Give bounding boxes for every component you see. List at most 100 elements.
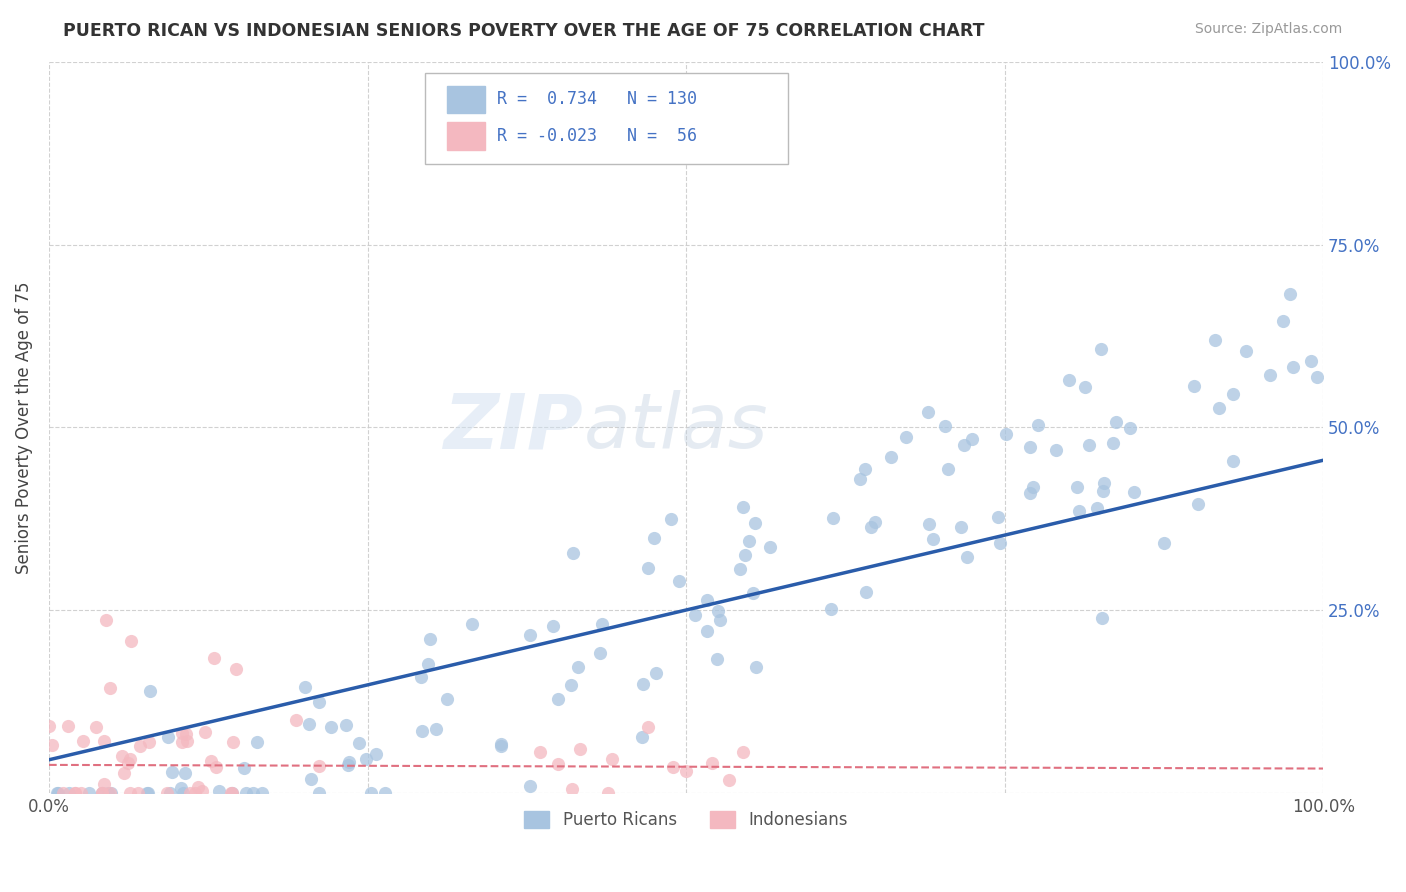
Puerto Ricans (242, 786, 264, 800)
Bar (447, 122, 485, 150)
Puerto Ricans (1187, 497, 1209, 511)
Indonesians (547, 757, 569, 772)
Puerto Ricans (58, 786, 80, 800)
Text: R = -0.023   N =  56: R = -0.023 N = 56 (498, 127, 697, 145)
Indonesians (174, 727, 197, 741)
Puerto Ricans (668, 574, 690, 589)
Indonesians (117, 756, 139, 770)
Indonesians (98, 786, 121, 800)
Puerto Ricans (1066, 480, 1088, 494)
Puerto Ricans (1105, 415, 1128, 429)
Puerto Ricans (1271, 314, 1294, 328)
Puerto Ricans (374, 786, 396, 800)
Puerto Ricans (562, 546, 585, 560)
Text: ZIP: ZIP (444, 391, 583, 465)
Puerto Ricans (321, 719, 343, 733)
Puerto Ricans (1026, 418, 1049, 433)
Puerto Ricans (645, 666, 668, 681)
Puerto Ricans (934, 419, 956, 434)
Puerto Ricans (1022, 480, 1045, 494)
Indonesians (191, 784, 214, 798)
Puerto Ricans (744, 516, 766, 531)
Text: atlas: atlas (583, 391, 769, 465)
Puerto Ricans (659, 512, 682, 526)
Puerto Ricans (335, 718, 357, 732)
Puerto Ricans (863, 516, 886, 530)
Indonesians (41, 738, 63, 752)
Indonesians (38, 719, 60, 733)
Puerto Ricans (77, 786, 100, 800)
Indonesians (129, 739, 152, 753)
Puerto Ricans (731, 500, 754, 514)
Indonesians (52, 786, 75, 800)
Puerto Ricans (1090, 342, 1112, 356)
Puerto Ricans (1258, 368, 1281, 382)
Legend: Puerto Ricans, Indonesians: Puerto Ricans, Indonesians (517, 804, 855, 836)
Puerto Ricans (425, 722, 447, 736)
Puerto Ricans (297, 717, 319, 731)
Puerto Ricans (741, 586, 763, 600)
Puerto Ricans (1278, 286, 1301, 301)
Puerto Ricans (46, 786, 69, 800)
Puerto Ricans (1234, 344, 1257, 359)
Puerto Ricans (696, 593, 718, 607)
Puerto Ricans (337, 756, 360, 770)
Puerto Ricans (956, 549, 979, 564)
Indonesians (138, 735, 160, 749)
Puerto Ricans (734, 549, 756, 563)
Indonesians (600, 752, 623, 766)
Puerto Ricans (1077, 438, 1099, 452)
Indonesians (561, 781, 583, 796)
Puerto Ricans (728, 562, 751, 576)
Indonesians (176, 734, 198, 748)
Puerto Ricans (299, 772, 322, 786)
Puerto Ricans (411, 670, 433, 684)
Puerto Ricans (709, 613, 731, 627)
Puerto Ricans (696, 624, 718, 639)
Puerto Ricans (308, 786, 330, 800)
Text: PUERTO RICAN VS INDONESIAN SENIORS POVERTY OVER THE AGE OF 75 CORRELATION CHART: PUERTO RICAN VS INDONESIAN SENIORS POVER… (63, 22, 984, 40)
Puerto Ricans (1019, 486, 1042, 500)
Puerto Ricans (758, 541, 780, 555)
Puerto Ricans (246, 735, 269, 749)
Indonesians (90, 786, 112, 800)
Puerto Ricans (436, 692, 458, 706)
Indonesians (94, 613, 117, 627)
Puerto Ricans (1091, 611, 1114, 625)
Indonesians (184, 786, 207, 800)
Puerto Ricans (960, 432, 983, 446)
Bar (447, 86, 485, 113)
Puerto Ricans (631, 677, 654, 691)
Puerto Ricans (855, 585, 877, 599)
Puerto Ricans (1182, 379, 1205, 393)
Puerto Ricans (162, 765, 184, 780)
Indonesians (700, 756, 723, 771)
Indonesians (69, 786, 91, 800)
Indonesians (112, 766, 135, 780)
Indonesians (120, 633, 142, 648)
Puerto Ricans (1122, 484, 1144, 499)
Indonesians (56, 719, 79, 733)
Puerto Ricans (995, 426, 1018, 441)
Puerto Ricans (1085, 500, 1108, 515)
Puerto Ricans (849, 472, 872, 486)
Puerto Ricans (1101, 436, 1123, 450)
Indonesians (637, 720, 659, 734)
FancyBboxPatch shape (425, 73, 787, 164)
Puerto Ricans (136, 786, 159, 800)
Indonesians (675, 764, 697, 778)
Puerto Ricans (987, 510, 1010, 524)
Puerto Ricans (706, 652, 728, 666)
Puerto Ricans (589, 646, 612, 660)
Puerto Ricans (880, 450, 903, 464)
Puerto Ricans (1222, 387, 1244, 401)
Puerto Ricans (100, 786, 122, 800)
Puerto Ricans (541, 619, 564, 633)
Puerto Ricans (917, 405, 939, 419)
Indonesians (120, 786, 142, 800)
Puerto Ricans (683, 607, 706, 622)
Indonesians (170, 735, 193, 749)
Puerto Ricans (1092, 475, 1115, 490)
Puerto Ricans (1045, 443, 1067, 458)
Indonesians (568, 742, 591, 756)
